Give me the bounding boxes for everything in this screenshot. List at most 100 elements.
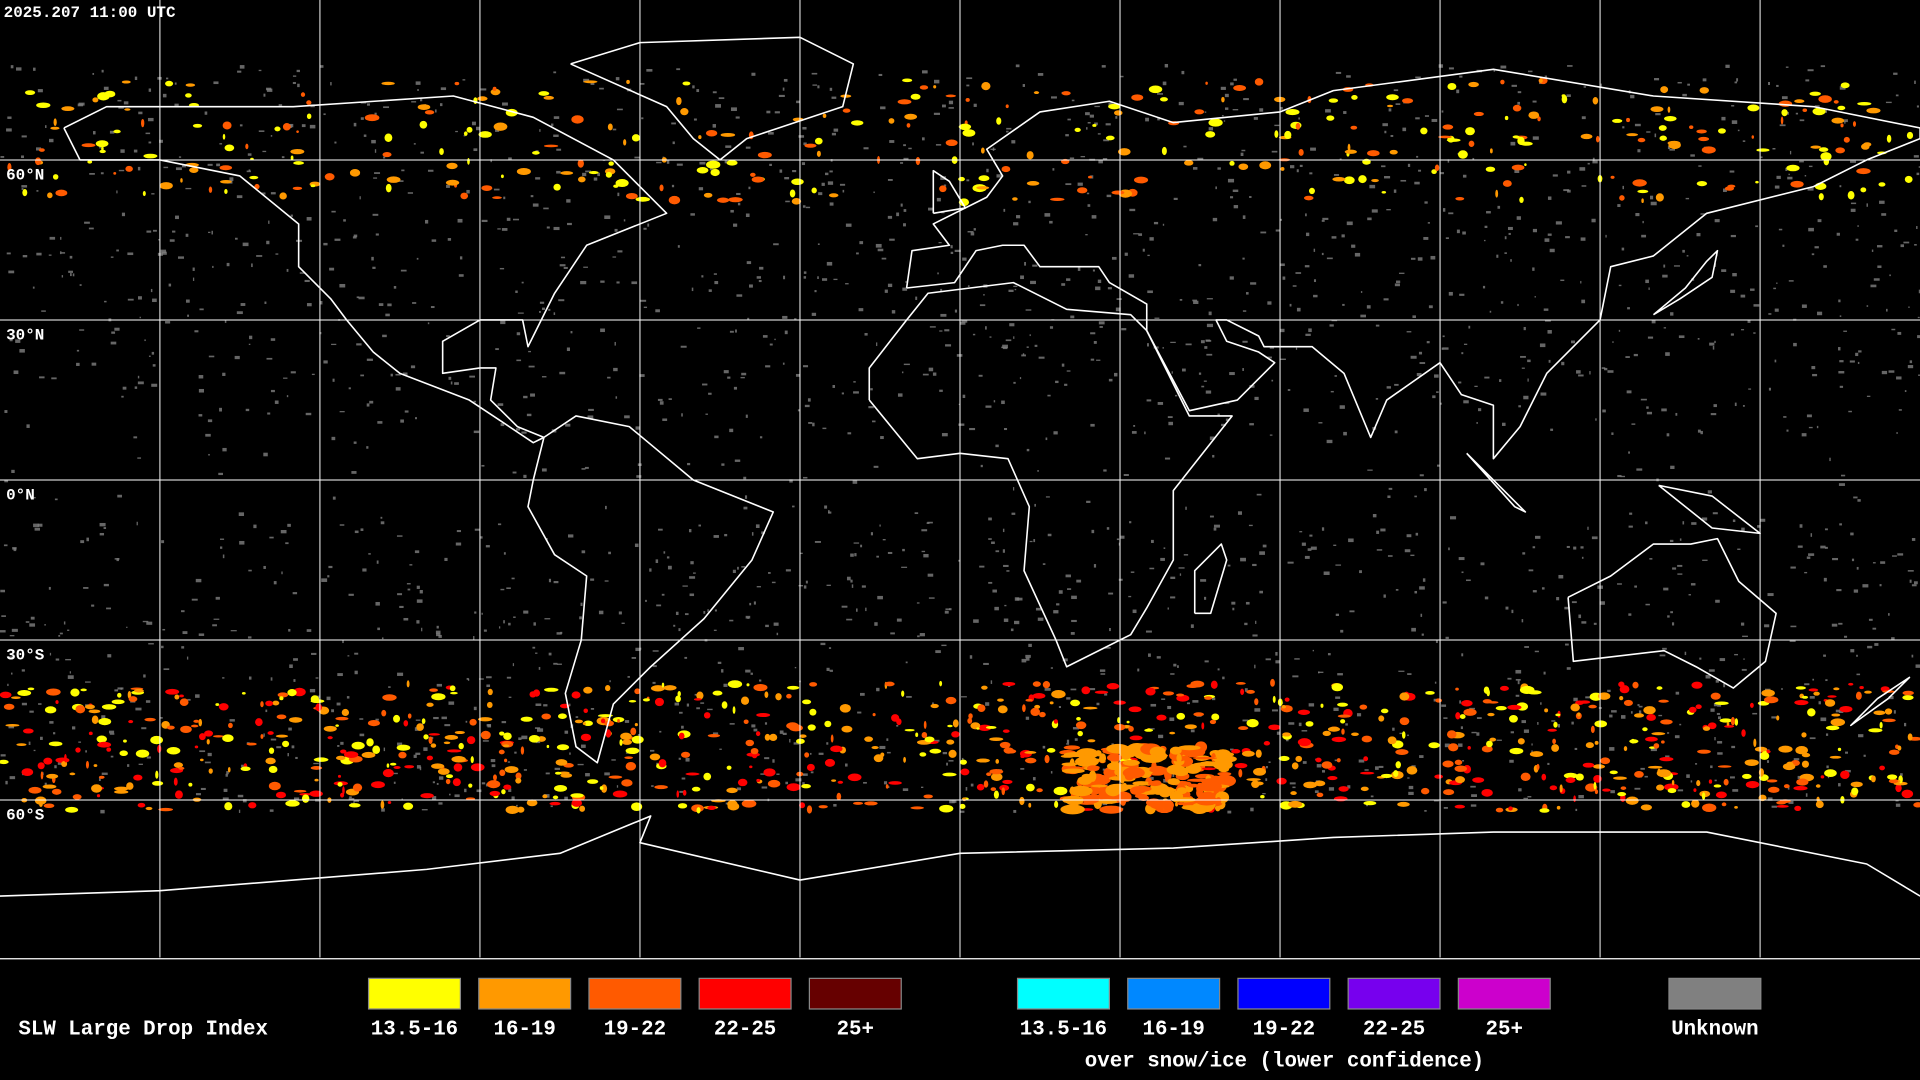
cloud-pixel — [583, 266, 588, 268]
cloud-pixel — [1793, 342, 1797, 347]
drop-index-pixel — [1196, 788, 1203, 798]
cloud-pixel — [1640, 398, 1647, 401]
cloud-pixel — [671, 122, 676, 125]
drop-index-pixel — [1487, 712, 1495, 717]
cloud-pixel — [1897, 331, 1902, 335]
cloud-pixel — [858, 308, 864, 312]
cloud-pixel — [994, 606, 999, 611]
drop-index-pixel — [1198, 761, 1220, 767]
drop-index-pixel — [1794, 699, 1809, 706]
cloud-pixel — [927, 573, 934, 577]
drop-index-pixel — [1524, 163, 1527, 167]
cloud-pixel — [195, 578, 202, 583]
cloud-pixel — [269, 536, 274, 539]
cloud-pixel — [1217, 668, 1220, 671]
drop-index-pixel — [1238, 769, 1243, 778]
cloud-pixel — [1915, 664, 1920, 668]
cloud-pixel — [1551, 720, 1556, 722]
drop-index-pixel — [486, 701, 493, 709]
cloud-pixel — [1227, 810, 1232, 814]
drop-index-pixel — [571, 691, 581, 699]
drop-index-pixel — [1691, 799, 1700, 808]
cloud-pixel — [1340, 629, 1344, 633]
drop-index-pixel — [1689, 125, 1694, 129]
cloud-pixel — [103, 86, 109, 90]
cloud-pixel — [1567, 65, 1573, 67]
drop-index-pixel — [1570, 703, 1580, 712]
drop-index-pixel — [1092, 124, 1097, 127]
drop-index-pixel — [5, 724, 20, 727]
cloud-pixel — [1334, 759, 1338, 762]
cloud-pixel — [1839, 86, 1846, 90]
drop-index-pixel — [1549, 785, 1558, 791]
cloud-pixel — [415, 81, 421, 85]
cloud-pixel — [553, 116, 560, 119]
drop-index-pixel — [323, 725, 337, 732]
latitude-label: 30°S — [6, 647, 45, 665]
cloud-pixel — [1891, 328, 1896, 331]
drop-index-pixel — [1502, 180, 1512, 187]
drop-index-pixel — [750, 172, 756, 177]
drop-index-pixel — [737, 778, 748, 787]
cloud-pixel — [902, 287, 908, 291]
cloud-pixel — [1177, 665, 1179, 668]
drop-index-pixel — [431, 763, 445, 769]
cloud-pixel — [1035, 607, 1042, 611]
cloud-pixel — [292, 592, 298, 595]
cloud-pixel — [1844, 121, 1846, 124]
cloud-pixel — [430, 306, 435, 309]
cloud-pixel — [245, 408, 250, 412]
cloud-pixel — [929, 326, 936, 328]
drop-index-pixel — [1594, 789, 1599, 795]
drop-index-pixel — [693, 698, 702, 701]
cloud-pixel — [773, 622, 779, 626]
cloud-pixel — [1183, 145, 1187, 148]
cloud-pixel — [204, 111, 208, 115]
drop-index-pixel — [276, 714, 287, 720]
drop-index-pixel — [1434, 774, 1443, 779]
drop-index-pixel — [1285, 109, 1300, 116]
cloud-pixel — [679, 711, 683, 714]
drop-index-pixel — [1764, 696, 1779, 704]
drop-index-pixel — [98, 775, 105, 779]
cloud-pixel — [270, 389, 275, 393]
cloud-pixel — [1232, 109, 1239, 111]
drop-index-pixel — [816, 150, 821, 157]
drop-index-pixel — [501, 789, 506, 795]
cloud-pixel — [1544, 238, 1550, 242]
cloud-pixel — [110, 755, 114, 758]
cloud-pixel — [1626, 390, 1632, 394]
cloud-pixel — [1695, 763, 1698, 765]
drop-index-pixel — [544, 687, 559, 692]
cloud-pixel — [942, 751, 948, 755]
cloud-pixel — [1321, 252, 1324, 256]
drop-index-pixel — [1241, 750, 1255, 757]
cloud-pixel — [936, 197, 941, 202]
cloud-pixel — [541, 376, 547, 378]
cloud-pixel — [535, 177, 541, 180]
cloud-pixel — [1778, 228, 1783, 231]
drop-index-pixel — [1833, 100, 1839, 104]
cloud-pixel — [1130, 571, 1135, 573]
cloud-pixel — [1547, 196, 1552, 200]
cloud-pixel — [1050, 96, 1057, 99]
cloud-pixel — [1004, 604, 1007, 607]
cloud-pixel — [447, 238, 452, 241]
cloud-pixel — [278, 104, 283, 107]
drop-index-pixel — [1837, 105, 1846, 111]
drop-index-pixel — [799, 734, 807, 738]
cloud-pixel — [1855, 352, 1859, 357]
drop-index-pixel — [1697, 749, 1711, 754]
cloud-pixel — [853, 391, 859, 394]
cloud-pixel — [687, 462, 691, 466]
cloud-pixel — [860, 544, 863, 548]
cloud-pixel — [1563, 189, 1570, 192]
cloud-pixel — [829, 669, 833, 672]
cloud-pixel — [1047, 533, 1052, 537]
cloud-pixel — [34, 527, 40, 531]
cloud-pixel — [686, 703, 690, 707]
drop-index-pixel — [17, 690, 32, 696]
cloud-pixel — [1173, 197, 1178, 200]
cloud-pixel — [1022, 353, 1025, 356]
drop-index-pixel — [626, 79, 630, 85]
